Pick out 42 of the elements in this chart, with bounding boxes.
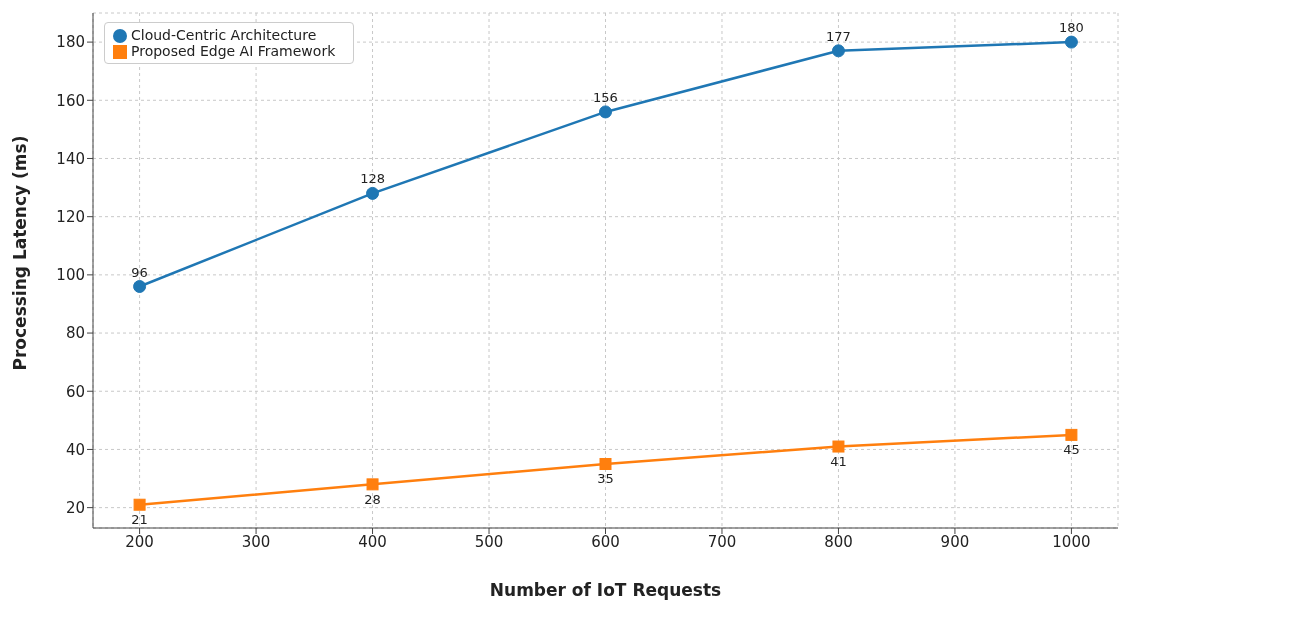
y-tick-label: 60 xyxy=(65,382,85,401)
x-tick-label: 300 xyxy=(241,532,271,551)
y-tick-label: 80 xyxy=(65,324,85,343)
y-tick-label: 120 xyxy=(56,208,85,226)
data-label: 28 xyxy=(364,491,381,507)
y-tick-label: 160 xyxy=(56,91,85,110)
point xyxy=(366,186,380,200)
data-label: 96 xyxy=(131,264,148,280)
x-tick-label: 700 xyxy=(707,532,737,551)
point xyxy=(366,478,379,491)
y-axis-title: Processing Latency (ms) xyxy=(10,135,31,371)
data-label: 45 xyxy=(1063,442,1080,458)
point xyxy=(1064,35,1078,49)
x-tick-label: 500 xyxy=(474,532,504,551)
x-tick-label: 900 xyxy=(940,532,970,551)
point xyxy=(133,498,146,511)
point xyxy=(1065,428,1078,441)
point xyxy=(831,44,845,58)
x-tick-label: 600 xyxy=(591,532,620,551)
data-label: 21 xyxy=(131,511,148,527)
point xyxy=(832,440,845,453)
x-tick-label: 400 xyxy=(358,532,387,551)
point xyxy=(599,457,612,470)
x-axis-title: Number of IoT Requests xyxy=(489,580,722,600)
data-label: 180 xyxy=(1058,20,1084,36)
legend-label: Cloud-Centric Architecture xyxy=(131,27,317,43)
legend-label: Proposed Edge AI Framework xyxy=(131,43,336,59)
data-label: 41 xyxy=(830,453,847,469)
y-tick-label: 20 xyxy=(65,498,85,517)
x-tick-label: 800 xyxy=(824,532,853,551)
point xyxy=(599,105,612,119)
data-label: 177 xyxy=(826,28,851,44)
y-tick-label: 100 xyxy=(56,266,85,285)
x-tick-label: 1000 xyxy=(1052,532,1091,551)
y-tick-label: 180 xyxy=(56,33,85,52)
point xyxy=(133,280,147,293)
y-tick-label: 140 xyxy=(56,149,85,168)
y-tick-label: 40 xyxy=(65,440,85,459)
data-label: 156 xyxy=(593,89,618,105)
data-label: 128 xyxy=(360,171,385,187)
x-tick-label: 200 xyxy=(125,532,154,551)
data-label: 35 xyxy=(597,471,614,487)
